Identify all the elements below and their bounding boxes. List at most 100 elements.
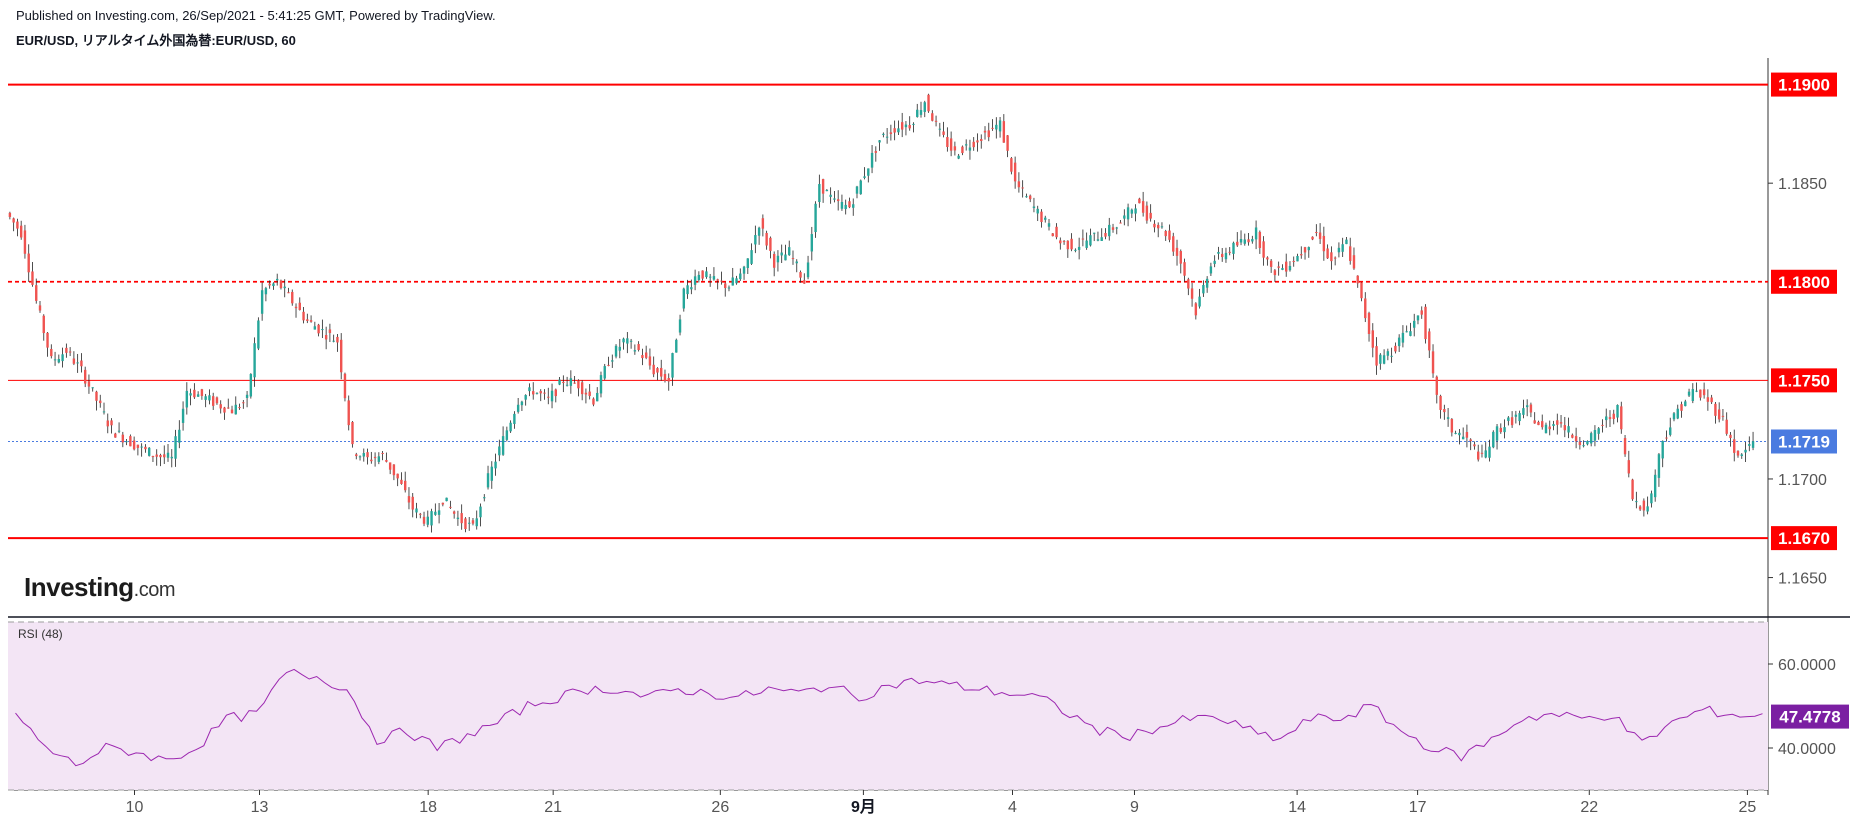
candle-up [596,392,599,402]
candle-down [577,380,580,389]
symbol-title: EUR/USD, リアルタイム外国為替:EUR/USD, 60 [16,33,296,48]
candle-up [1484,450,1487,458]
candle-down [35,285,38,301]
candle-up [1202,285,1205,294]
candle-down [1141,201,1145,213]
candle-down [238,407,241,409]
candle-down [65,347,68,353]
candle-down [547,396,550,398]
candle-down [419,513,422,515]
candle-down [80,360,83,367]
candle-up [140,446,143,448]
candle-down [1111,227,1115,230]
candle-up [479,506,482,518]
candle-down [1059,240,1062,244]
candle-up [283,286,286,289]
candle-down [987,130,990,138]
candle-up [486,473,490,488]
candle-up [1616,404,1619,418]
candle-up [1047,223,1051,227]
candle-up [505,430,509,440]
candle-down [211,396,215,406]
candle-down [1318,232,1322,239]
candle-down [641,355,644,359]
candle-down [317,324,320,334]
candle-up [520,401,524,406]
candle-down [19,225,23,238]
candle-up [1582,445,1585,447]
candle-down [1574,436,1578,442]
candle-down [46,332,49,348]
candle-down [991,127,994,129]
candle-up [844,204,847,210]
candle-up [697,274,701,280]
candle-up [117,430,121,432]
candle-up [1239,238,1243,243]
candle-up [1597,428,1600,434]
candle-down [159,454,162,458]
candle-up [938,128,942,130]
candle-down [592,398,595,405]
candle-up [678,319,682,333]
candle-down [539,391,542,394]
time-tick-label-7: 9 [1130,799,1139,816]
candle-down [1424,306,1427,340]
candle-up [1160,226,1164,228]
level-label-3: 1.1670 [1778,529,1830,548]
candle-up [1653,474,1657,498]
candle-up [1525,405,1529,408]
candle-up [1672,413,1676,420]
candle-down [1642,500,1646,511]
candle-down [769,237,772,251]
candle-down [1172,236,1175,252]
logo-main: Investing [24,572,134,602]
candle-down [701,270,704,279]
candle-down [554,389,558,397]
candle-up [1115,227,1118,229]
candle-down [279,280,283,289]
candle-down [370,459,373,462]
candle-down [652,364,655,375]
candle-down [1010,158,1013,172]
candle-up [1605,416,1608,421]
time-tick-label-9: 17 [1409,799,1427,816]
candle-down [1473,444,1476,447]
candle-down [50,348,53,357]
candle-down [1273,270,1277,276]
time-tick-label-3: 21 [544,799,562,816]
candle-up [1288,265,1292,271]
candle-up [904,124,908,128]
candle-down [972,141,975,148]
candle-down [573,382,576,384]
candle-up [204,396,207,400]
candle-down [392,464,396,476]
candle-down [1548,426,1551,430]
candle-down [1168,230,1171,240]
candle-up [426,516,429,525]
candle-up [362,453,365,457]
candle-up [185,390,189,408]
candle-up [1461,436,1465,440]
candle-down [38,305,42,311]
candle-down [1571,434,1574,438]
candle-up [558,379,561,385]
candle-up [1744,449,1747,453]
candle-down [562,381,565,383]
candle-up [919,110,923,115]
candle-up [829,194,832,197]
candle-down [460,513,463,524]
candle-up [806,262,810,278]
candle-down [324,335,328,340]
candle-down [931,113,934,121]
candle-up [1096,239,1100,241]
candle-down [1138,198,1141,204]
candle-up [1036,208,1039,214]
candle-up [705,271,708,278]
candle-up [245,394,249,398]
candle-down [1175,247,1179,256]
candle-down [8,212,12,217]
candle-up [1243,239,1246,244]
candle-up [675,339,678,353]
candle-up [1676,408,1679,419]
